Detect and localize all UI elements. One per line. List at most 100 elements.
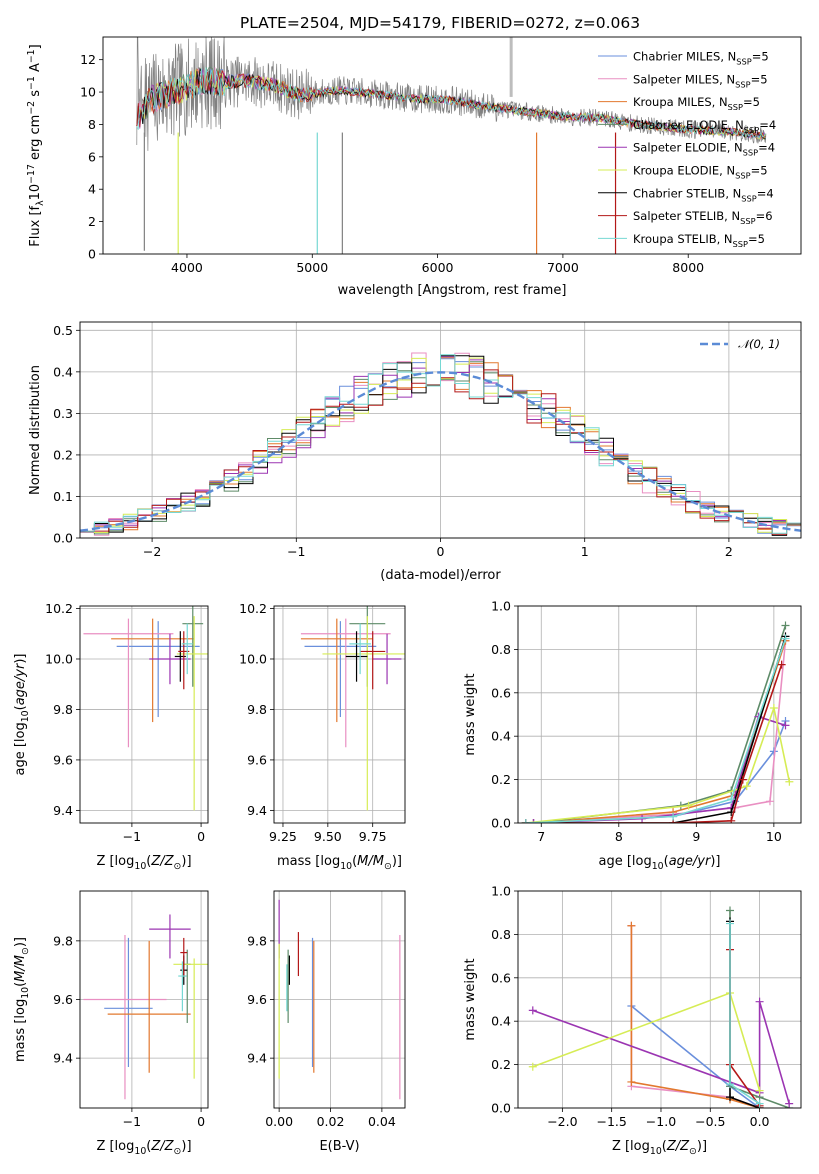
x-tick-label: 0 [437, 544, 445, 559]
weight-point-marker [726, 1093, 735, 1102]
x-axis-label: wavelength [Angstrom, rest frame] [338, 283, 567, 298]
plot-area [83, 606, 208, 811]
y-tick-label: 0.2 [491, 1057, 511, 1072]
weight-point-marker [684, 801, 693, 810]
y-tick-label: 9.6 [53, 992, 73, 1007]
x-tick-label: −2 [143, 544, 161, 559]
weight-series-line [525, 664, 783, 823]
y-tick-label: 10.0 [239, 651, 267, 666]
weight-series-line [533, 640, 787, 823]
y-tick-label: 0.0 [53, 531, 73, 546]
axes-frame [79, 321, 802, 539]
x-tick-label: −1.5 [596, 1114, 626, 1129]
y-tick-label: 9.8 [53, 933, 73, 948]
weight-point-marker [726, 1080, 735, 1089]
age-mass-panel: 9.25 9.50 9.75 9.4 9.6 9.8 10.0 10.2 mass [log10… [239, 601, 406, 872]
plot-area [80, 352, 801, 536]
x-tick-label: 9.25 [269, 829, 297, 844]
weight-point-marker [755, 1086, 764, 1095]
weight-point-marker [742, 782, 751, 791]
y-tick-label: 0.4 [491, 1014, 511, 1029]
legend-entry: Chabrier ELODIE, NSSP=4 [633, 118, 776, 135]
weight-point-marker [521, 819, 530, 823]
weight-point-marker [755, 997, 764, 1006]
x-axis-label: Z [log10(Z/Z⊙)] [96, 1139, 191, 1157]
axes-frame [273, 605, 406, 824]
x-tick-label: 7000 [547, 260, 579, 275]
weight-series-line [532, 1001, 790, 1104]
weight-point-marker [765, 797, 774, 806]
legend-entry: Salpeter ELODIE, NSSP=4 [633, 141, 775, 158]
y-tick-label: 10 [80, 85, 96, 100]
plot-area [83, 914, 208, 1100]
x-tick-label: 0.04 [368, 1114, 396, 1129]
y-tick-label: 0.6 [491, 685, 511, 700]
figure-title: PLATE=2504, MJD=54179, FIBERID=0272, z=0… [240, 14, 640, 32]
x-tick-label: −0.5 [695, 1114, 725, 1129]
mass-extinction-panel: 0.00 0.02 0.04 9.4 9.6 9.8 E(B-V) [247, 890, 406, 1154]
y-tick-label: 9.8 [247, 933, 267, 948]
weight-point-marker [627, 1077, 636, 1086]
x-tick-label: 9 [692, 829, 700, 844]
legend-entry: Chabrier MILES, NSSP=5 [633, 50, 769, 67]
weight-series-line [532, 991, 761, 1091]
x-tick-label: 8 [615, 829, 623, 844]
axes-frame [79, 890, 209, 1109]
weight-age-panel: 7 8 9 10 0.0 0.2 0.4 0.6 0.8 1.0 age [log10(age/yr… [463, 599, 802, 872]
weight-series-line [525, 638, 787, 823]
residuals-panel: −2 −1 0 1 2 0.0 0.1 0.2 0.3 0.4 0.5 𝒩(0, 1) (data-mo… [28, 321, 802, 583]
weight-metallicity-panel: −2.0 −1.5 −1.0 −0.5 0.0 0.0 0.2 0.4 0.6 0.8 1.0 Z [… [463, 884, 802, 1157]
y-tick-label: 8 [88, 117, 96, 132]
y-tick-label: 0.2 [491, 772, 511, 787]
weight-series-line [630, 925, 760, 1108]
y-tick-label: 0.5 [53, 323, 73, 338]
weight-point-marker [769, 703, 778, 712]
normal-curve [80, 371, 801, 532]
weight-point-marker [528, 1006, 537, 1015]
weight-point-marker [755, 1099, 764, 1108]
x-tick-label: 5000 [296, 260, 328, 275]
spectrum-masked-region [509, 37, 513, 97]
x-tick-label: 2 [725, 544, 733, 559]
x-tick-label: 0.0 [750, 1114, 770, 1129]
weight-point-marker [785, 1099, 794, 1108]
y-tick-label: 12 [80, 52, 96, 67]
x-tick-label: 9.50 [314, 829, 342, 844]
spectrum-data-line [136, 37, 767, 151]
x-tick-label: 0 [197, 829, 205, 844]
x-axis-label: E(B-V) [319, 1139, 359, 1154]
plot-area [278, 899, 401, 1100]
x-tick-label: 4000 [171, 260, 203, 275]
x-tick-label: −2.0 [547, 1114, 577, 1129]
axes-frame [517, 890, 802, 1109]
x-axis-label: Z [log10(Z/Z⊙)] [96, 854, 191, 872]
y-tick-label: 0.4 [491, 729, 511, 744]
y-tick-label: 0.2 [53, 447, 73, 462]
weight-series-line [729, 949, 761, 1107]
y-tick-label: 9.8 [53, 702, 73, 717]
axes-frame [79, 605, 209, 824]
weight-series-line [630, 925, 760, 1108]
weight-series-line [525, 636, 787, 823]
x-tick-label: 0 [197, 1114, 205, 1129]
y-tick-label: 4 [88, 182, 96, 197]
x-tick-label: −1 [123, 829, 141, 844]
weight-point-marker [738, 775, 747, 784]
y-tick-label: 0.4 [53, 364, 73, 379]
y-axis-label: age [log10(age/yr)] [13, 653, 31, 775]
weight-point-marker [785, 777, 794, 786]
y-tick-label: 1.0 [491, 599, 511, 614]
x-axis-label: (data-model)/error [380, 568, 501, 583]
age-metallicity-panel: −1 0 9.4 9.6 9.8 10.0 10.2 Z [log10(Z/Z⊙)] age [… [13, 601, 209, 872]
x-tick-label: 6000 [422, 260, 454, 275]
y-axis-label: Flux [fλ10−17 erg cm−2 s−1 A−1] [26, 44, 46, 246]
y-tick-label: 10.2 [239, 601, 267, 616]
y-axis-label: mass weight [463, 958, 478, 1040]
weight-point-marker [726, 919, 735, 928]
spectrum-panel: 4000 5000 6000 7000 8000 0 2 4 6 8 10 12 wavelength … [26, 36, 802, 298]
y-tick-label: 0.1 [53, 489, 73, 504]
legend-entry: Kroupa ELODIE, NSSP=5 [633, 164, 768, 181]
axes-frame [517, 605, 802, 824]
x-tick-label: −1.0 [646, 1114, 676, 1129]
y-axis-label: Normed distribution [28, 365, 43, 495]
